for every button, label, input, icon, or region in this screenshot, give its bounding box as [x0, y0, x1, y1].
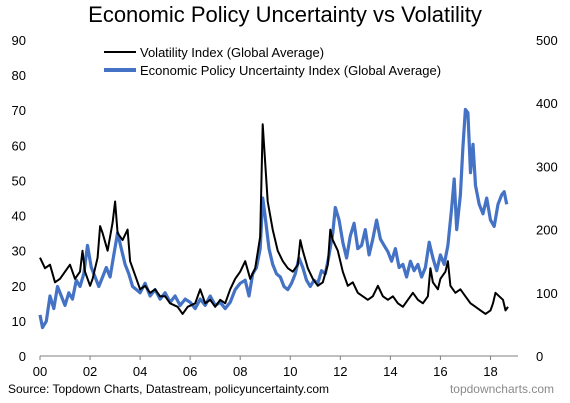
legend-label: Volatility Index (Global Average) [140, 45, 324, 60]
x-tick-label: 04 [133, 364, 147, 379]
right-y-tick-label: 400 [536, 96, 558, 111]
right-y-tick-label: 300 [536, 159, 558, 174]
right-y-tick-label: 500 [536, 33, 558, 48]
x-tick-label: 18 [483, 364, 497, 379]
left-y-tick-label: 0 [19, 349, 26, 364]
left-y-tick-label: 10 [12, 314, 26, 329]
x-tick-label: 08 [233, 364, 247, 379]
left-y-tick-label: 30 [12, 244, 26, 259]
legend-label: Economic Policy Uncertainty Index (Globa… [140, 63, 441, 78]
left-y-tick-label: 50 [12, 173, 26, 188]
x-tick-label: 02 [83, 364, 97, 379]
brand-watermark: topdowncharts.com [449, 382, 554, 396]
left-y-tick-label: 80 [12, 68, 26, 83]
x-tick-label: 06 [183, 364, 197, 379]
right-y-tick-label: 0 [536, 349, 543, 364]
x-tick-label: 14 [383, 364, 397, 379]
left-y-tick-label: 40 [12, 209, 26, 224]
left-y-tick-label: 90 [12, 33, 26, 48]
left-y-tick-label: 70 [12, 103, 26, 118]
volatility-index-line [39, 123, 509, 315]
epu-index-line [38, 107, 509, 330]
right-y-tick-label: 100 [536, 286, 558, 301]
chart-title: Economic Policy Uncertainty vs Volatilit… [88, 2, 482, 27]
x-tick-label: 00 [33, 364, 47, 379]
source-note: Source: Topdown Charts, Datastream, poli… [8, 382, 330, 396]
x-tick-label: 10 [283, 364, 297, 379]
x-tick-label: 16 [433, 364, 447, 379]
left-y-tick-label: 60 [12, 138, 26, 153]
right-y-tick-label: 200 [536, 223, 558, 238]
left-y-tick-label: 20 [12, 279, 26, 294]
x-tick-label: 12 [333, 364, 347, 379]
